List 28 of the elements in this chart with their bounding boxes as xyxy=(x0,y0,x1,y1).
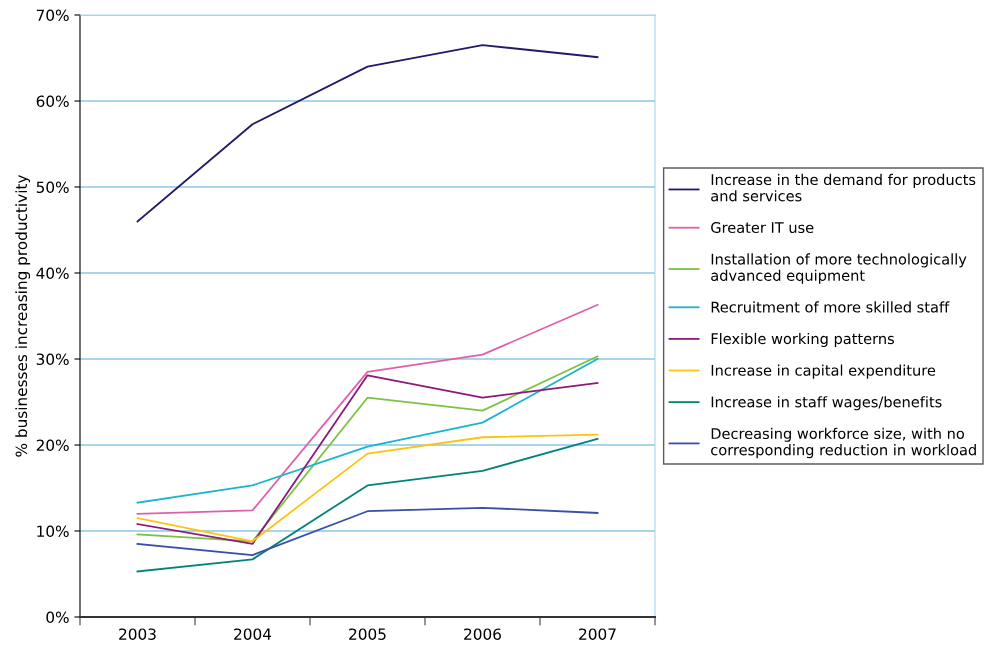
y-tick-label: 10% xyxy=(37,525,69,538)
legend-label: Flexible working patterns xyxy=(711,332,894,348)
legend-label: Installation of more technologically advanced equipment xyxy=(711,253,967,284)
legend-label: Increase in capital expenditure xyxy=(711,364,936,379)
x-tick-label: 2004 xyxy=(234,628,272,640)
y-tick-label: 20% xyxy=(36,439,69,452)
legend-label: Increase in the demand for products and services xyxy=(711,173,976,202)
x-tick-label: 2007 xyxy=(579,628,616,640)
legend-label: Increase in staff wages/benefits xyxy=(711,396,942,411)
y-axis-title: % businesses increasing productivity xyxy=(15,174,31,457)
y-tick-label: 60% xyxy=(36,95,69,108)
line-series xyxy=(136,303,599,515)
line-series xyxy=(136,438,599,573)
y-tick-label: 50% xyxy=(36,181,69,194)
y-tick-label: 0% xyxy=(46,611,69,624)
line-series xyxy=(136,358,599,504)
legend-label: Decreasing workforce size, with no corresponding reduction in workload xyxy=(711,427,976,459)
legend-label: Greater IT use xyxy=(711,222,814,234)
y-tick-label: 70% xyxy=(36,9,69,22)
legend-label: Recruitment of more skilled staff xyxy=(711,301,950,313)
x-tick-label: 2006 xyxy=(464,628,501,640)
line-series xyxy=(136,44,599,223)
line-series xyxy=(136,506,599,556)
y-tick-label: 30% xyxy=(36,353,69,366)
line-series xyxy=(136,433,599,543)
x-tick-label: 2003 xyxy=(119,628,156,640)
x-tick-label: 2005 xyxy=(349,628,386,640)
y-tick-label: 40% xyxy=(36,267,69,280)
